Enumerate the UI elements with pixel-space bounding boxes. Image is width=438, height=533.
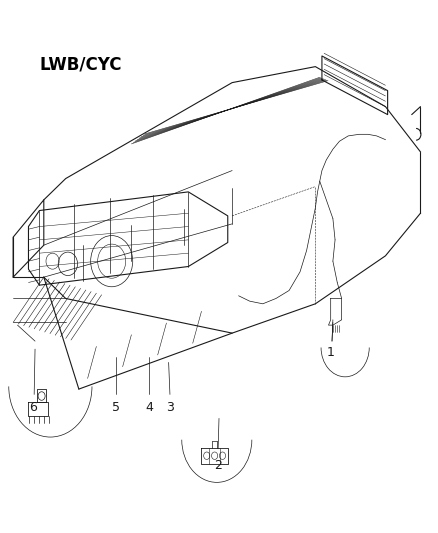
Text: 4: 4: [145, 401, 153, 414]
Text: LWB/CYC: LWB/CYC: [39, 56, 122, 74]
Text: 2: 2: [214, 459, 222, 472]
Text: 1: 1: [327, 346, 335, 359]
Text: 5: 5: [112, 401, 120, 414]
Text: 6: 6: [29, 401, 37, 414]
Text: 3: 3: [166, 401, 174, 414]
